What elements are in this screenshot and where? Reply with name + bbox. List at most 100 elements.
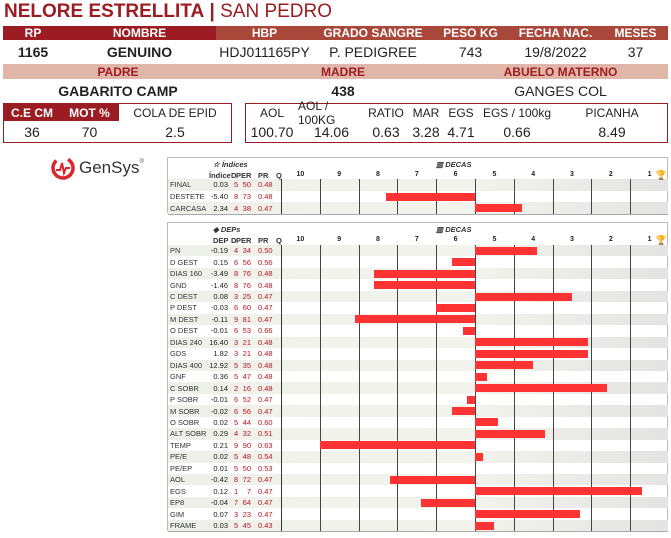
row-percentile: 32 (242, 429, 251, 439)
row-precision: 0.51 (258, 429, 273, 439)
column-header: PER (236, 171, 252, 180)
row-precision: 0.48 (258, 337, 273, 347)
row-deca: 3 (234, 292, 239, 302)
row-precision: 0.48 (258, 349, 273, 359)
page-title: NELORE ESTRELLITA | SAN PEDRO (4, 1, 332, 23)
deca-tick: 8 (376, 171, 380, 178)
parents-values: GABARITO CAMP 438 GANGES COL (3, 80, 668, 102)
picanha-value: 8.49 (598, 123, 626, 140)
deca-tick: 5 (492, 236, 497, 243)
deca-tick: 7 (414, 171, 419, 178)
row-deca: 5 (234, 463, 239, 473)
row-deca: 5 (234, 417, 239, 427)
grid-line (319, 245, 321, 532)
row-label: CARCASA (170, 203, 207, 213)
cow-icon: ◆ (213, 225, 219, 234)
peso-label: PESO KG (433, 25, 508, 40)
deca-bar (475, 361, 534, 370)
section-title: Índices (221, 160, 248, 169)
row-value: 16.40 (209, 337, 228, 347)
row-deca: 6 (234, 406, 239, 416)
grid-line (591, 179, 593, 215)
deca-bar (475, 452, 483, 461)
ratio-label: RATIO (368, 105, 404, 120)
deca-bar (475, 418, 499, 427)
column-header: Q (276, 171, 282, 180)
grid-line (397, 245, 399, 532)
row-deca: 5 (234, 452, 239, 462)
chart-bottom-line (168, 531, 668, 533)
row-value: 0.36 (213, 372, 228, 382)
row-shade (168, 336, 668, 349)
row-shade (168, 359, 668, 371)
peso-value: 743 (458, 44, 483, 60)
deca-tick: 2 (608, 236, 613, 243)
row-percentile: 38 (242, 203, 251, 213)
row-value: 0.01 (213, 463, 228, 473)
row-label: ALT SOBR (170, 429, 207, 439)
row-label: M DEST (170, 314, 199, 324)
row-percentile: 60 (242, 303, 251, 313)
mar-value: 3.28 (412, 123, 440, 140)
deca-bar (475, 429, 545, 438)
row-percentile: 52 (242, 395, 251, 405)
row-precision: 0.48 (258, 383, 273, 393)
row-shade (168, 245, 668, 257)
row-label: M SOBR (170, 406, 200, 416)
row-value: -0.04 (210, 498, 228, 508)
row-deca: 9 (234, 314, 239, 324)
row-deca: 6 (234, 303, 239, 313)
row-value: -0.01 (210, 395, 228, 405)
row-value: -5.40 (210, 192, 228, 202)
row-deca: 5 (234, 360, 239, 370)
row-shade (168, 496, 668, 509)
row-precision: 0.47 (258, 509, 273, 519)
deca-tick: 8 (376, 236, 380, 243)
repro-box: C.E CM MOT % COLA DE EPID 36 70 2.5 (3, 103, 232, 143)
row-value: 12.92 (209, 360, 228, 370)
row-precision: 0.47 (258, 303, 273, 313)
logo-text: GenSys (79, 158, 140, 177)
row-percentile: 50 (242, 180, 251, 190)
column-header: DEP (213, 236, 229, 245)
deca-tick: 10 (296, 171, 305, 178)
grid-line (475, 179, 476, 215)
decas-title: ▥ DECAS (436, 160, 471, 169)
row-value: 0.12 (213, 486, 228, 496)
deca-bar (475, 384, 607, 393)
aol100-value: 14.06 (313, 123, 350, 140)
row-label: O SOBR (170, 417, 200, 427)
row-deca: 6 (234, 326, 239, 336)
meses-value: 37 (627, 44, 644, 60)
deca-tick: 3 (570, 171, 574, 178)
aol100-label: AOL / 100KG (298, 98, 336, 127)
row-label: DIAS 240 (170, 337, 203, 347)
aol-value: 100.70 (250, 123, 294, 140)
decas-title: ▥ DECAS (436, 225, 471, 234)
separator: | (209, 1, 215, 22)
egs-value: 4.71 (447, 123, 475, 140)
row-value: 0.03 (213, 180, 228, 190)
row-label: P DEST (170, 303, 197, 313)
row-deca: 5 (234, 180, 239, 190)
padre-value: GABARITO CAMP (58, 83, 178, 99)
row-percentile: 25 (242, 292, 251, 302)
carcass-box: AOL AOL / 100KG RATIO MAR EGS EGS / 100k… (245, 98, 668, 143)
column-header: PR (258, 236, 269, 245)
row-precision: 0.47 (258, 292, 273, 302)
column-header: PER (236, 236, 252, 245)
picanha-label: PICANHA (585, 105, 639, 120)
grid-line (552, 179, 554, 215)
row-deca: 5 (234, 372, 239, 382)
row-value: 0.02 (213, 417, 228, 427)
row-value: -0.02 (210, 406, 228, 416)
parents-labels: PADRE MADRE ABUELO MATERNO (3, 64, 668, 79)
deca-tick: 4 (531, 171, 536, 178)
row-percentile: 45 (242, 521, 251, 531)
grid-line (630, 179, 632, 215)
deca-tick: 1 (647, 236, 652, 243)
row-precision: 0.66 (258, 326, 273, 336)
column-header: PR (258, 171, 269, 180)
deca-bar (475, 521, 495, 530)
row-label: DIAS 160 (170, 269, 203, 279)
